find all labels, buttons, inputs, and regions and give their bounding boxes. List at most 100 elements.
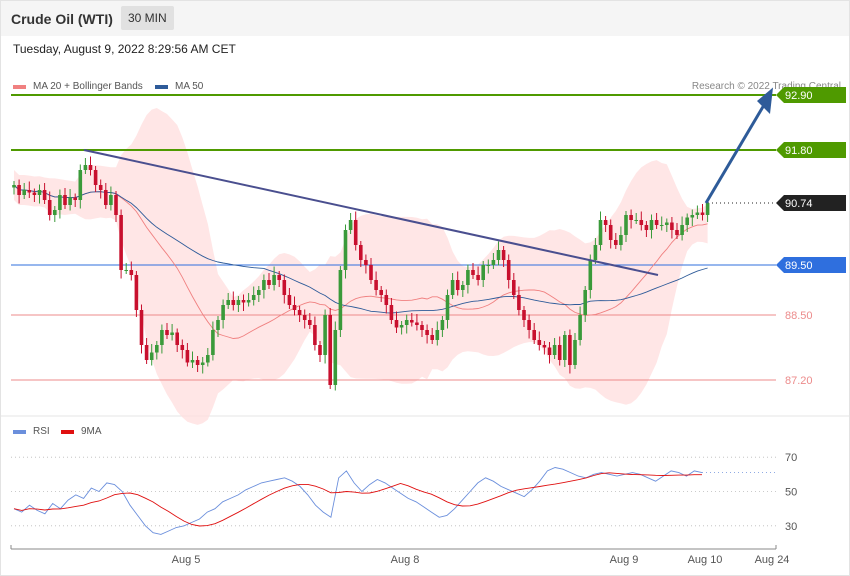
candle-body [170, 332, 174, 335]
candle-body [257, 290, 261, 295]
ma50-line [13, 184, 708, 314]
candle-body [399, 325, 404, 328]
rsi-ma-swatch-icon [61, 429, 74, 434]
candle-body [532, 330, 536, 340]
candle-body [563, 335, 567, 360]
candle-body [588, 260, 593, 290]
candle-body [195, 360, 200, 365]
candle-body [262, 280, 266, 290]
candle-body [160, 330, 164, 345]
candle-body [394, 320, 399, 328]
candle-body [221, 305, 225, 320]
candle-body [287, 295, 292, 305]
candle-body [379, 290, 383, 295]
candle-body [690, 215, 695, 218]
candle-body [537, 340, 542, 345]
candle-body [359, 245, 363, 260]
candle-body [63, 195, 67, 205]
candle-body [614, 240, 618, 245]
candle-body [568, 335, 572, 365]
candle-body [27, 190, 32, 193]
candle-body [267, 280, 271, 285]
candle-body [73, 197, 77, 200]
rsi-tick-label: 50 [785, 487, 797, 499]
candle-body [42, 190, 47, 200]
instrument-title: Crude Oil (WTI) [11, 11, 113, 27]
candle-body [37, 190, 42, 195]
candle-body [104, 190, 108, 205]
x-tick-label: Aug 24 [755, 554, 790, 566]
candle-body [292, 305, 297, 310]
x-tick-label: Aug 5 [172, 554, 201, 566]
x-tick-label: Aug 9 [610, 554, 639, 566]
candle-body [557, 345, 562, 360]
legend-ma50-label: MA 50 [175, 81, 204, 92]
candle-body [578, 315, 582, 340]
candle-body [527, 320, 531, 330]
candle-body [88, 165, 93, 170]
candle-body [624, 215, 628, 235]
candle-body [665, 222, 669, 225]
candle-body [608, 225, 613, 240]
legend-rsi-ma: 9MA [61, 426, 102, 437]
candle-body [282, 280, 287, 295]
rsi-tick-label: 70 [785, 452, 797, 464]
candle-body [134, 275, 139, 310]
candle-body [675, 230, 679, 235]
candle-body [420, 325, 424, 330]
candle-body [12, 185, 16, 188]
candle-body [430, 335, 434, 340]
candle-body [522, 310, 526, 320]
candle-body [109, 195, 113, 205]
candle-body [384, 295, 389, 305]
candle-body [180, 345, 185, 350]
candle-body [68, 197, 72, 205]
candle-body [32, 192, 37, 195]
level-tag [776, 257, 846, 273]
candle-body [440, 320, 445, 330]
candle-body [236, 300, 241, 305]
timeframe-button[interactable]: 30 MIN [121, 6, 174, 30]
candle-body [629, 215, 633, 220]
candle-body [450, 280, 455, 295]
candle-body [119, 215, 123, 270]
candle-body [155, 345, 159, 353]
candle-body [471, 270, 475, 275]
candle-body [593, 245, 598, 260]
ma20-swatch-icon [13, 84, 26, 89]
candle-body [506, 260, 511, 280]
candle-body [415, 322, 419, 325]
candle-body [251, 295, 256, 300]
candle-body [144, 345, 149, 360]
candle-body [98, 185, 103, 190]
level-label: 88.50 [785, 310, 813, 322]
candle-body [216, 320, 220, 330]
timestamp: Tuesday, August 9, 2022 8:29:56 AM CET [13, 42, 236, 56]
candle-body [246, 300, 251, 303]
candle-body [486, 265, 491, 266]
candle-body [685, 217, 689, 225]
candle-body [313, 325, 317, 345]
legend-rsi-ma-label: 9MA [81, 426, 102, 437]
level-label: 89.50 [785, 260, 813, 272]
level-label: 91.80 [785, 145, 813, 157]
credit-text: Research © 2022 Trading Central [691, 81, 841, 92]
candle-body [659, 225, 664, 226]
candle-body [323, 315, 327, 355]
x-tick-label: Aug 10 [688, 554, 723, 566]
candle-body [455, 280, 460, 290]
x-tick-label: Aug 8 [391, 554, 420, 566]
candle-body [124, 270, 128, 271]
level-tag [776, 87, 846, 103]
candle-body [353, 220, 358, 245]
candle-body [277, 275, 281, 280]
candle-body [649, 220, 654, 230]
level-label: 90.74 [785, 198, 813, 210]
candle-body [644, 225, 649, 230]
candle-body [374, 280, 378, 290]
candle-body [241, 300, 246, 303]
candle-body [338, 270, 343, 330]
legend-ma20-label: MA 20 + Bollinger Bands [33, 81, 143, 92]
candle-body [93, 170, 98, 185]
